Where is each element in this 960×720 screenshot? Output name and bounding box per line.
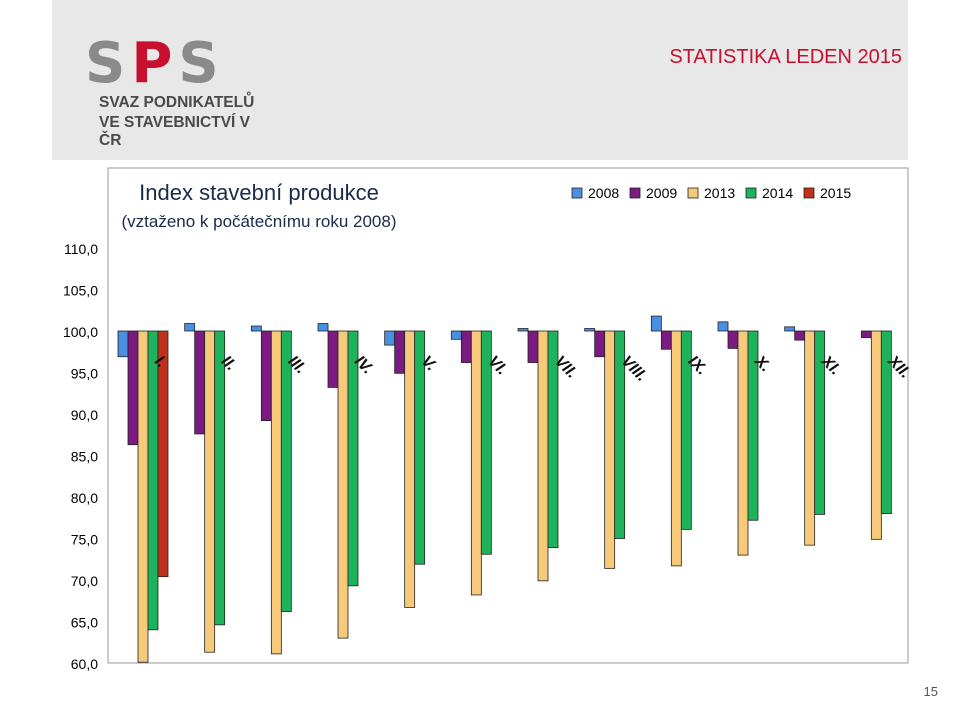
logo-letter-s1: S (85, 31, 125, 96)
bar-2013-1 (137, 330, 149, 663)
chart-title: Index stavební produkce (139, 180, 379, 205)
bar-2013-8 (604, 330, 616, 569)
bar-2014-10 (747, 330, 759, 521)
header-panel (52, 0, 908, 160)
bar-2008-8 (584, 328, 596, 332)
bar-2014-2 (214, 330, 226, 626)
bar-2015-1 (157, 330, 169, 578)
bar-2014-9 (680, 330, 692, 530)
logo-line-2: VE STAVEBNICTVÍ V ČR (99, 114, 251, 149)
y-tick-label: 60,0 (71, 656, 98, 672)
bar-2008-4 (317, 323, 329, 332)
bar-2014-8 (614, 330, 626, 539)
bar-2009-3 (260, 330, 272, 422)
bar-2013-3 (270, 330, 282, 655)
y-tick-label: 65,0 (71, 615, 98, 631)
y-tick-label: 100,0 (63, 324, 98, 340)
y-tick-label: 90,0 (71, 407, 98, 423)
bar-2008-9 (650, 315, 662, 332)
bar-2008-1 (117, 330, 129, 358)
y-tick-label: 110,0 (64, 241, 98, 257)
legend-swatch-2009 (629, 187, 641, 199)
bar-2014-11 (814, 330, 826, 515)
legend-label-2015: 2015 (820, 185, 851, 201)
bar-2013-2 (204, 330, 216, 653)
bar-2008-5 (384, 330, 396, 346)
bar-2008-11 (784, 326, 796, 332)
bar-2009-5 (394, 330, 406, 374)
bar-2008-3 (250, 325, 262, 332)
bar-2008-7 (517, 328, 529, 332)
y-tick-label: 75,0 (71, 532, 98, 548)
page-number: 15 (923, 684, 938, 699)
legend-label-2008: 2008 (588, 185, 619, 201)
legend-label-2014: 2014 (762, 185, 793, 201)
bar-2008-6 (450, 330, 462, 340)
bar-2014-12 (880, 330, 892, 515)
bar-2013-10 (737, 330, 749, 556)
legend-swatch-2008 (571, 187, 583, 199)
bar-2009-7 (527, 330, 539, 363)
bar-2013-4 (337, 330, 349, 639)
legend-swatch-2013 (687, 187, 699, 199)
bar-2014-7 (547, 330, 559, 549)
y-tick-label: 105,0 (63, 283, 98, 299)
bar-2014-4 (347, 330, 359, 587)
bar-2013-12 (870, 330, 882, 540)
bar-2013-11 (804, 330, 816, 546)
logo-letter-s2: S (178, 31, 218, 96)
bar-2008-10 (717, 321, 729, 332)
bar-2009-12 (860, 330, 872, 339)
bar-2009-2 (194, 330, 206, 435)
legend-label-2009: 2009 (646, 185, 677, 201)
bar-2009-1 (127, 330, 139, 446)
bar-2009-9 (660, 330, 672, 350)
bar-2013-6 (470, 330, 482, 596)
y-tick-label: 95,0 (71, 366, 98, 382)
logo-line-1: SVAZ PODNIKATELŮ (99, 94, 255, 111)
bar-2009-10 (727, 330, 739, 349)
bar-2009-4 (327, 330, 339, 388)
legend-swatch-2015 (803, 187, 815, 199)
bar-2014-6 (480, 330, 492, 555)
sps-logo: S P S SVAZ PODNIKATELŮ VE STAVEBNICTVÍ V… (85, 31, 275, 150)
y-tick-label: 80,0 (71, 490, 98, 506)
bar-2013-5 (404, 330, 416, 608)
y-tick-label: 85,0 (71, 449, 98, 465)
bar-2009-11 (794, 330, 806, 341)
bar-2009-8 (594, 330, 606, 358)
bar-2014-1 (147, 330, 159, 631)
logo-letter-p: P (131, 31, 172, 96)
bar-2009-6 (460, 330, 472, 363)
plot-area (107, 167, 909, 664)
chart-subtitle: (vztaženo k počátečnímu roku 2008) (122, 212, 397, 231)
bar-2013-7 (537, 330, 549, 582)
y-tick-label: 70,0 (71, 573, 98, 589)
bar-2008-2 (184, 323, 196, 332)
bar-2014-3 (280, 330, 292, 612)
legend-swatch-2014 (745, 187, 757, 199)
page-title: STATISTIKA LEDEN 2015 (669, 46, 902, 68)
legend-label-2013: 2013 (704, 185, 735, 201)
bar-2014-5 (414, 330, 426, 565)
bar-2013-9 (670, 330, 682, 567)
